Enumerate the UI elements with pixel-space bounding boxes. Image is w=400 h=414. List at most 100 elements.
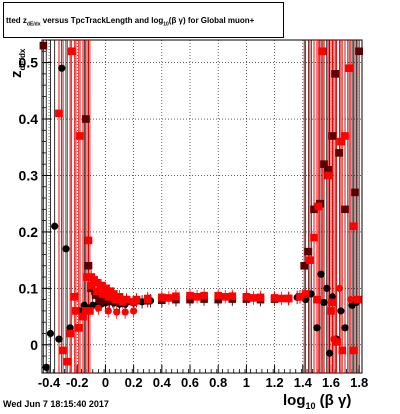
data-point (87, 281, 96, 290)
data-point (72, 307, 80, 315)
y-tick-label: 0.2 (19, 224, 39, 240)
data-point (143, 295, 152, 304)
data-point (165, 294, 173, 302)
data-point (55, 109, 63, 118)
data-point (317, 270, 325, 278)
data-point (337, 307, 345, 315)
data-point (242, 293, 251, 301)
data-point (214, 291, 223, 300)
data-point (318, 47, 327, 56)
data-point (304, 247, 313, 256)
y-tick-label: 0 (30, 337, 38, 353)
data-point (66, 329, 74, 338)
data-point (324, 166, 332, 174)
data-point (200, 291, 208, 300)
data-point (91, 291, 100, 299)
title-prefix: tted z (6, 16, 27, 25)
data-point (347, 296, 355, 304)
data-point (328, 298, 337, 307)
data-point (313, 295, 321, 304)
data-point (118, 298, 127, 306)
data-point (93, 278, 101, 287)
title-suffix: (β γ) for Global muon+ (168, 16, 255, 25)
x-tick-label: 0.2 (125, 375, 143, 390)
data-point (97, 281, 106, 290)
data-point (122, 295, 131, 304)
data-point (341, 324, 349, 332)
data-point (93, 287, 101, 295)
data-point (62, 245, 70, 253)
data-point (277, 294, 286, 303)
data-point (158, 293, 166, 302)
plot-frame (41, 39, 363, 374)
data-point (129, 298, 138, 306)
data-point (55, 335, 63, 343)
data-point (302, 296, 310, 304)
data-point (74, 324, 83, 332)
chart-title: tted zdE/dx versus TpcTrackLength and lo… (3, 2, 284, 38)
x-tick-label: 0 (102, 375, 109, 390)
data-point (101, 284, 110, 293)
y-tick-label: 0.5 (19, 55, 39, 71)
data-point (83, 273, 91, 281)
y-tick-label: 0.3 (19, 167, 39, 183)
data-point (256, 293, 265, 302)
x-label-sub: 10 (305, 401, 316, 411)
data-point (193, 293, 201, 301)
data-point (51, 222, 59, 230)
data-point (84, 261, 93, 270)
x-label-suffix: (β γ) (315, 392, 352, 409)
x-axis-label: log10 (β γ) (283, 392, 351, 411)
data-point (341, 205, 349, 214)
x-label-main: log (283, 392, 306, 409)
data-point (214, 295, 223, 304)
data-point (186, 295, 194, 304)
data-point (310, 205, 318, 214)
data-point (66, 324, 74, 332)
data-point (81, 115, 90, 123)
data-point (313, 324, 321, 332)
data-point (46, 329, 55, 338)
data-point (332, 338, 341, 346)
data-point (39, 41, 48, 50)
data-point (345, 64, 354, 73)
data-point (221, 293, 230, 301)
data-point (320, 298, 328, 307)
data-point (314, 202, 323, 211)
data-point (351, 188, 359, 197)
data-point (79, 312, 87, 321)
y-tick-label: 0.1 (19, 280, 39, 296)
data-point (338, 346, 347, 355)
data-point (172, 292, 180, 301)
title-sub-10: 10 (163, 21, 169, 28)
data-point (296, 293, 304, 301)
data-point (249, 294, 258, 302)
data-point (98, 290, 107, 298)
data-point (328, 132, 337, 140)
data-point (113, 308, 121, 316)
data-point (104, 293, 113, 301)
y-tick-label: 0.4 (19, 111, 39, 127)
x-tick-label: 0.6 (181, 375, 199, 390)
data-point (325, 349, 334, 357)
data-point (95, 295, 104, 304)
data-point (67, 47, 76, 56)
data-point (121, 308, 129, 316)
data-point (86, 307, 94, 315)
x-tick-label: 1.8 (350, 375, 368, 390)
data-point (59, 346, 67, 355)
data-point (270, 294, 279, 302)
data-point (228, 292, 237, 301)
data-point (84, 236, 93, 245)
data-point (105, 287, 114, 295)
data-point (76, 132, 84, 140)
data-point (328, 293, 336, 301)
data-point (115, 293, 124, 301)
data-point (310, 233, 318, 242)
data-point (94, 304, 102, 312)
data-point (104, 307, 112, 315)
data-point (307, 290, 315, 298)
data-point (335, 149, 344, 157)
data-point (300, 261, 309, 270)
